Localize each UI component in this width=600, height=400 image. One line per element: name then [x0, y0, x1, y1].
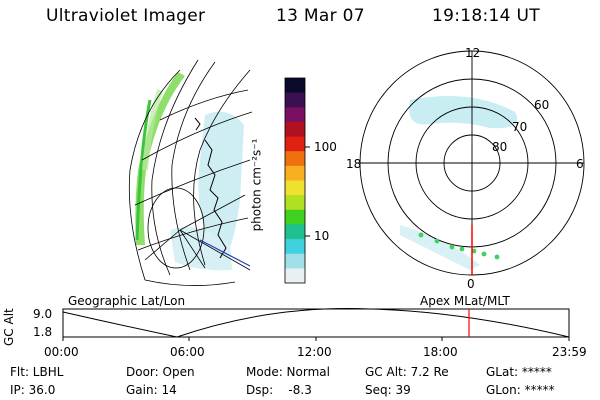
colorbar-band — [285, 224, 305, 240]
emission-patch — [198, 111, 244, 261]
altitude-curve — [62, 308, 570, 338]
geographic-label: Geographic Lat/Lon — [68, 294, 186, 308]
colorbar-band — [285, 253, 305, 269]
app-title: Ultraviolet Imager — [46, 6, 206, 26]
status-glat: GLat: ***** — [486, 365, 552, 379]
polar-auroral-points — [418, 232, 500, 260]
status-gc-alt: GC Alt: 7.2 Re — [365, 365, 449, 379]
status-door: Door: Open — [126, 365, 195, 379]
colorbar-tick-10: 10 — [314, 229, 330, 243]
satellite-track — [199, 239, 251, 267]
color-bar — [285, 78, 305, 284]
status-mode: Mode: Normal — [246, 365, 330, 379]
geographic-image — [128, 59, 253, 286]
lat-label-80: 80 — [492, 140, 508, 154]
status-filter: Flt: LBHL — [10, 365, 64, 379]
status-ip: IP: 36.0 — [10, 383, 56, 397]
header-date: 13 Mar 07 — [276, 6, 365, 26]
timeline-xtick: 12:00 — [297, 345, 332, 359]
lat-label-70: 70 — [512, 120, 528, 134]
colorbar-band — [285, 151, 305, 167]
colorbar-band — [285, 165, 305, 181]
colorbar-band — [285, 121, 305, 138]
timeline-axis-label: GC Alt — [2, 308, 16, 346]
timeline-ytick-high: 9.0 — [33, 307, 53, 321]
mlt-label-6: 6 — [576, 157, 584, 171]
timeline-xtick: 00:00 — [44, 345, 79, 359]
colorbar-band — [285, 78, 305, 94]
colorbar-band — [285, 239, 305, 255]
polar-plot — [359, 50, 585, 276]
status-dsp: Dsp: -8.3 — [246, 383, 312, 397]
colorbar-band — [285, 136, 305, 152]
colorbar-band — [285, 195, 305, 211]
timeline-xtick: 18:00 — [423, 345, 458, 359]
colorbar-band — [285, 268, 305, 284]
apex-label: Apex MLat/MLT — [420, 294, 510, 308]
colorbar-band — [285, 92, 305, 108]
auroral-band-core — [135, 99, 152, 241]
lat-lon-grid — [128, 59, 253, 286]
polar-emission — [409, 96, 518, 129]
coastline — [204, 139, 227, 259]
status-seq: Seq: 39 — [365, 383, 411, 397]
colorbar-band — [285, 180, 305, 196]
mlt-label-18: 18 — [346, 157, 362, 171]
timeline-xtick: 06:00 — [170, 345, 205, 359]
lat-label-60: 60 — [534, 98, 550, 112]
colorbar-unit-label: photon cm⁻²s⁻¹ — [249, 138, 264, 232]
mlt-label-0: 0 — [467, 277, 475, 291]
timeline-xtick: 23:59 — [552, 345, 587, 359]
header-time: 19:18:14 UT — [432, 6, 540, 26]
mlt-label-12: 12 — [465, 46, 481, 60]
colorbar-tick-100: 100 — [314, 140, 337, 154]
colorbar-band — [285, 107, 305, 123]
status-glon: GLon: ***** — [486, 383, 555, 397]
status-gain: Gain: 14 — [126, 383, 177, 397]
colorbar-band — [285, 209, 305, 225]
timeline-ytick-low: 1.8 — [33, 325, 53, 339]
timeline-plot — [62, 308, 570, 341]
